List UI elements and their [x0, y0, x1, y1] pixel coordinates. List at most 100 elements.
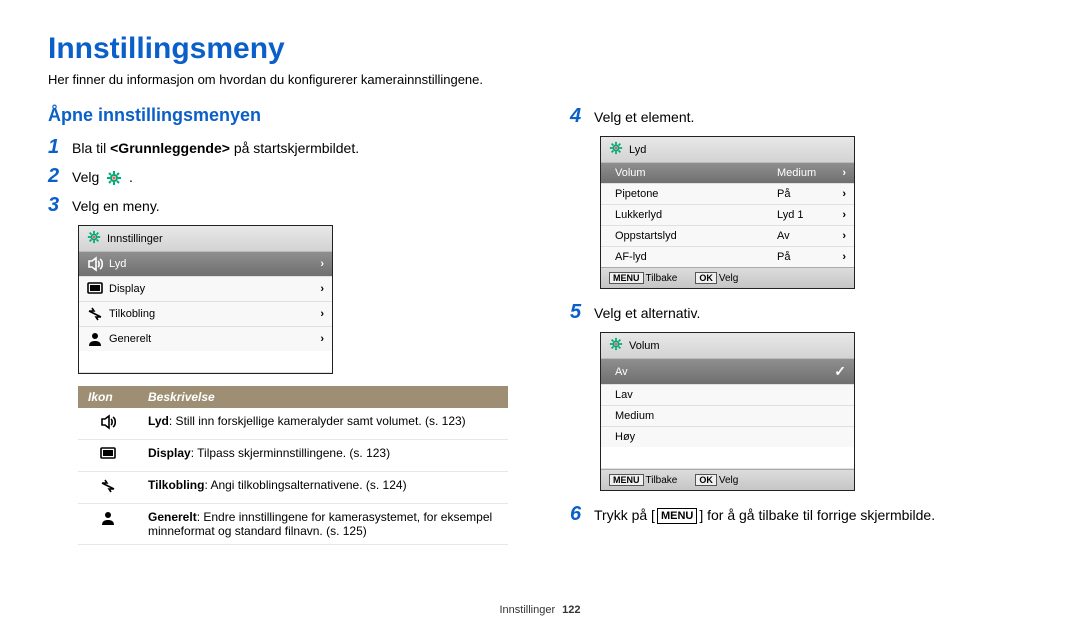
row-label: Oppstartslyd — [609, 230, 777, 242]
icon-description-table: Ikon Beskrivelse Lyd: Still inn forskjel… — [78, 386, 508, 545]
chevron-right-icon: › — [310, 333, 324, 345]
step-1: 1 Bla til <Grunnleggende> på startskjerm… — [48, 136, 510, 159]
panel-title: Innstillinger — [107, 233, 163, 245]
person-icon — [78, 504, 138, 545]
desc-cell: Lyd: Still inn forskjellige kameralyder … — [138, 408, 508, 440]
step-num: 6 — [570, 503, 594, 526]
row-value: Av — [777, 230, 832, 242]
table-head-desc: Beskrivelse — [138, 386, 508, 408]
chevron-right-icon: › — [310, 258, 324, 270]
option-row[interactable]: Lav — [601, 385, 854, 406]
panel-footer: MENUTilbake OKVelg — [601, 469, 854, 490]
row-label: Volum — [609, 167, 777, 179]
row-value: På — [777, 188, 832, 200]
sound-icon — [87, 256, 103, 272]
row-label: Pipetone — [609, 188, 777, 200]
panel-title: Volum — [629, 340, 660, 352]
row-label: Tilkobling — [103, 308, 310, 320]
table-row: Lyd: Still inn forskjellige kameralyder … — [78, 408, 508, 440]
ok-button-icon: OK — [695, 474, 717, 486]
option-row[interactable]: Av ✓ — [601, 359, 854, 385]
step-6-post: ] for å gå tilbake til forrige skjermbil… — [699, 507, 935, 523]
panel-header: Volum — [601, 333, 854, 359]
step-1-post: på startskjermbildet. — [230, 140, 359, 156]
option-row[interactable]: Medium — [601, 406, 854, 427]
menu-button-icon: MENU — [609, 272, 644, 284]
page-footer: Innstillinger 122 — [0, 604, 1080, 616]
chevron-right-icon: › — [832, 167, 846, 179]
panel-volume: Volum Av ✓Lav Medium Høy MENUTilbake OKV… — [600, 332, 855, 491]
row-label: Høy — [609, 431, 830, 443]
right-column: 4 Velg et element. Lyd Volum Medium ›Pip… — [570, 105, 1032, 545]
chevron-right-icon: › — [832, 251, 846, 263]
panel-header: Lyd — [601, 137, 854, 163]
panel-settings: Innstillinger Lyd › Display › Tilkobling… — [78, 225, 333, 374]
row-value: Medium — [777, 167, 832, 179]
menu-button-label: MENU — [657, 508, 697, 524]
gear-icon — [609, 141, 623, 158]
step-num: 1 — [48, 136, 72, 159]
display-icon — [87, 281, 103, 297]
footer-label: Innstillinger — [499, 604, 555, 616]
gear-icon — [87, 230, 101, 247]
table-row: Display: Tilpass skjerminnstillingene. (… — [78, 440, 508, 472]
step-3: 3 Velg en meny. — [48, 194, 510, 217]
panel-title: Lyd — [629, 144, 646, 156]
row-label: Display — [103, 283, 310, 295]
display-icon — [78, 440, 138, 472]
sound-icon — [78, 408, 138, 440]
gear-icon — [609, 337, 623, 354]
step-5-text: Velg et alternativ. — [594, 303, 700, 324]
step-4: 4 Velg et element. — [570, 105, 1032, 128]
step-num: 2 — [48, 165, 72, 188]
step-num: 3 — [48, 194, 72, 217]
desc-cell: Tilkobling: Angi tilkoblingsalternativen… — [138, 472, 508, 504]
menu-row[interactable]: Lyd › — [79, 252, 332, 277]
menu-row[interactable]: AF-lyd På › — [601, 247, 854, 267]
footer-select: Velg — [719, 475, 738, 486]
menu-row[interactable]: Generelt › — [79, 327, 332, 351]
row-label: Generelt — [103, 333, 310, 345]
step-2-pre: Velg — [72, 169, 103, 185]
row-label: AF-lyd — [609, 251, 777, 263]
menu-row[interactable]: Oppstartslyd Av › — [601, 226, 854, 247]
step-2: 2 Velg . — [48, 165, 510, 188]
footer-back: Tilbake — [646, 475, 678, 486]
section-title: Åpne innstillingsmenyen — [48, 105, 510, 126]
row-value: Lyd 1 — [777, 209, 832, 221]
row-label: Lav — [609, 389, 830, 401]
step-5: 5 Velg et alternativ. — [570, 301, 1032, 324]
left-column: Åpne innstillingsmenyen 1 Bla til <Grunn… — [48, 105, 510, 545]
chevron-right-icon: › — [832, 230, 846, 242]
table-head-icon: Ikon — [78, 386, 138, 408]
step-3-text: Velg en meny. — [72, 196, 160, 217]
ok-button-icon: OK — [695, 272, 717, 284]
option-row[interactable]: Høy — [601, 427, 854, 447]
row-label: Lyd — [103, 258, 310, 270]
step-2-post: . — [129, 169, 133, 185]
menu-row[interactable]: Display › — [79, 277, 332, 302]
row-label: Av — [609, 366, 830, 378]
step-1-bold: <Grunnleggende> — [110, 140, 230, 156]
check-icon: ✓ — [830, 363, 846, 380]
step-6-pre: Trykk på [ — [594, 507, 655, 523]
page-number: 122 — [562, 604, 580, 616]
chevron-right-icon: › — [310, 308, 324, 320]
chevron-right-icon: › — [832, 209, 846, 221]
step-1-pre: Bla til — [72, 140, 110, 156]
menu-row[interactable]: Pipetone På › — [601, 184, 854, 205]
page-title: Innstillingsmeny — [48, 32, 1032, 66]
menu-row[interactable]: Lukkerlyd Lyd 1 › — [601, 205, 854, 226]
row-value: På — [777, 251, 832, 263]
menu-row[interactable]: Volum Medium › — [601, 163, 854, 184]
connect-icon — [87, 306, 103, 322]
step-num: 4 — [570, 105, 594, 128]
gear-icon — [106, 170, 122, 186]
menu-row[interactable]: Tilkobling › — [79, 302, 332, 327]
footer-back: Tilbake — [646, 273, 678, 284]
menu-button-icon: MENU — [609, 474, 644, 486]
connect-icon — [78, 472, 138, 504]
panel-header: Innstillinger — [79, 226, 332, 252]
table-row: Generelt: Endre innstillingene for kamer… — [78, 504, 508, 545]
step-4-text: Velg et element. — [594, 107, 694, 128]
